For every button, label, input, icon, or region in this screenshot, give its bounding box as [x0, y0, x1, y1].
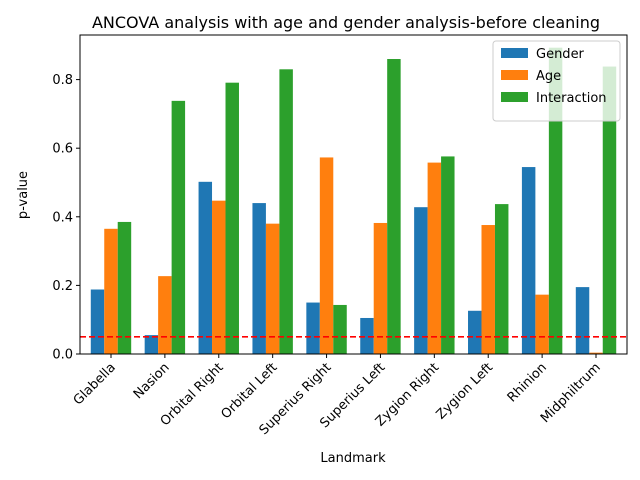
- bar-age-orbital-right: [212, 200, 226, 354]
- bar-interaction-orbital-right: [225, 82, 239, 355]
- bar-age-superius-left: [373, 222, 388, 354]
- y-tick-label: 0.0: [52, 348, 73, 363]
- bar-interaction-rhinion: [548, 47, 563, 354]
- bar-age-glabella: [104, 228, 118, 354]
- bar-gender-midphiltrum: [575, 287, 590, 354]
- y-tick-label: 0.8: [52, 73, 73, 88]
- bar-age-nasion: [158, 276, 172, 354]
- chart-title: ANCOVA analysis with age and gender anal…: [92, 13, 600, 32]
- x-axis-label: Landmark: [320, 451, 386, 466]
- bar-interaction-nasion: [171, 100, 186, 354]
- bar-gender-nasion: [144, 335, 159, 354]
- bar-interaction-midphiltrum: [602, 66, 617, 354]
- legend-label-gender: Gender: [536, 47, 585, 62]
- bar-interaction-superius-right: [333, 304, 347, 354]
- legend-swatch-age: [501, 70, 528, 80]
- bar-age-midphiltrum: [589, 352, 603, 354]
- legend-swatch-interaction: [501, 92, 528, 102]
- y-tick-label: 0.6: [52, 142, 73, 157]
- bar-gender-superius-right: [306, 302, 320, 354]
- y-tick-label: 0.2: [52, 279, 73, 294]
- y-tick-label: 0.4: [52, 210, 73, 225]
- bar-age-zygion-left: [481, 225, 495, 354]
- y-axis: 0.0 0.2 0.4 0.6 0.8: [52, 73, 80, 363]
- legend-swatch-gender: [501, 48, 528, 58]
- bar-interaction-zygion-right: [441, 156, 455, 354]
- bar-interaction-zygion-left: [494, 204, 509, 354]
- bar-interaction-glabella: [117, 221, 132, 354]
- bar-gender-zygion-right: [414, 207, 428, 354]
- bar-age-rhinion: [535, 294, 549, 354]
- y-axis-label: p-value: [16, 171, 31, 219]
- bars-group: [90, 47, 617, 355]
- legend-label-interaction: Interaction: [536, 91, 607, 106]
- bar-interaction-orbital-left: [279, 69, 293, 355]
- legend-label-age: Age: [536, 69, 561, 84]
- plot-frame: [79, 34, 628, 355]
- bar-age-superius-right: [319, 157, 334, 354]
- bar-gender-superius-left: [360, 317, 374, 354]
- bar-interaction-superius-left: [387, 59, 401, 354]
- bar-gender-orbital-left: [252, 203, 266, 354]
- bar-gender-glabella: [90, 289, 105, 354]
- legend: Gender Age Interaction: [492, 40, 621, 122]
- bar-gender-orbital-right: [198, 181, 213, 354]
- bar-gender-zygion-left: [468, 310, 482, 354]
- bar-age-zygion-right: [427, 162, 442, 354]
- bar-age-orbital-left: [265, 223, 280, 354]
- bar-gender-rhinion: [521, 167, 536, 354]
